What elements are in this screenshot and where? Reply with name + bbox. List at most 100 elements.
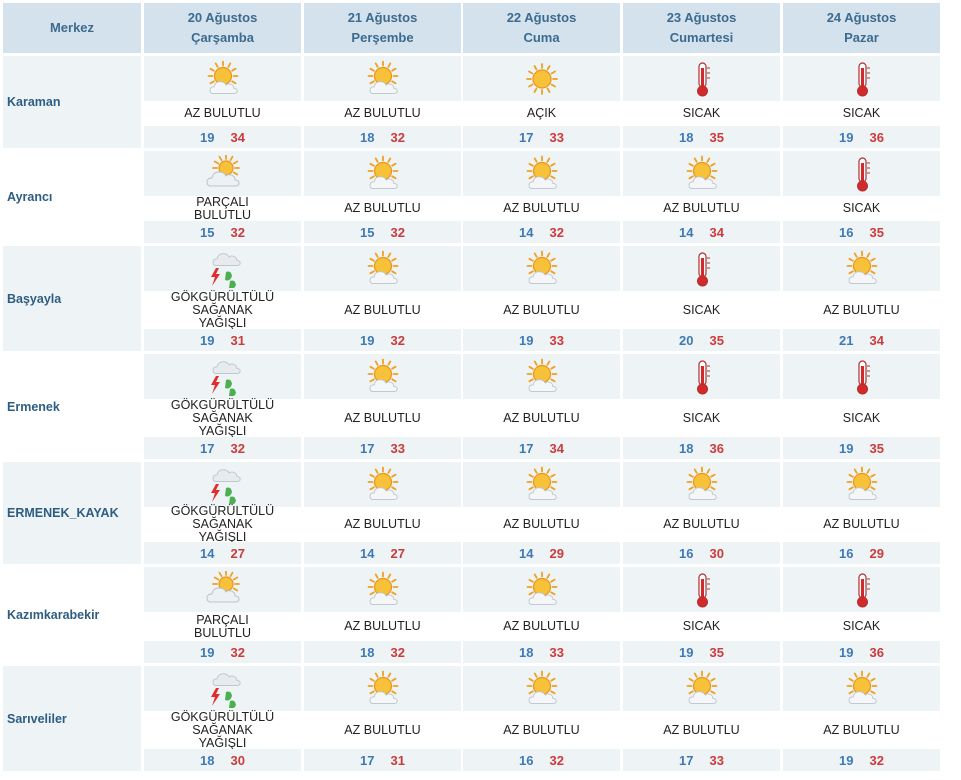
condition-label: AZ BULUTLU [304,711,461,749]
condition-text: AZ BULUTLU [823,722,900,737]
temperature-band: 20 35 [623,329,780,351]
partly-cloudy-sun-icon [846,250,877,284]
partly-cloudy-sun-icon [367,60,398,94]
forecast-cell: SICAK 18 36 [623,354,780,459]
center-column-header: Merkez [3,3,141,53]
partly-cloudy-sun-icon [526,155,557,189]
condition-label: AZ BULUTLU [463,711,620,749]
city-name[interactable]: Ayrancı [3,151,141,243]
temperature-band: 17 33 [623,749,780,771]
min-temperature: 16 [519,752,534,768]
condition-label: AZ BULUTLU [304,196,461,221]
icon-band [783,56,940,101]
temperature-band: 18 30 [144,749,301,771]
forecast-cell: AZ BULUTLU 17 33 [304,354,461,459]
condition-label: AZ BULUTLU [304,612,461,641]
condition-label: AZ BULUTLU [463,612,620,641]
city-name[interactable]: Sarıveliler [3,666,141,771]
forecast-cell: AZ BULUTLU 14 34 [623,151,780,243]
forecast-cell: SICAK 19 36 [783,567,940,663]
forecast-cell: AZ BULUTLU 19 34 [144,56,301,148]
forecast-cell: SICAK 18 35 [623,56,780,148]
day-date: 21 Ağustos [347,10,418,25]
temperature-band: 17 34 [463,437,620,459]
condition-text: AZ BULUTLU [503,410,580,425]
max-temperature: 35 [709,644,724,660]
condition-text: GÖKGÜRÜLTÜLÜ SAĞANAK YAĞIŞLI [170,709,275,750]
icon-band [144,462,301,507]
icon-band [783,666,940,711]
condition-text: AZ BULUTLU [344,302,421,317]
condition-label: AZ BULUTLU [304,291,461,329]
temperature-band: 19 36 [783,641,940,663]
forecast-cell: AZ BULUTLU 19 32 [304,246,461,351]
max-temperature: 33 [390,440,405,456]
forecast-cell: SICAK 20 35 [623,246,780,351]
partly-cloudy-sun-icon [367,358,398,392]
temperature-band: 19 31 [144,329,301,351]
partly-cloudy-sun-icon [367,670,398,704]
day-weekday: Perşembe [351,30,414,45]
temperature-band: 16 30 [623,542,780,564]
forecast-cell: SICAK 19 35 [623,567,780,663]
max-temperature: 32 [869,752,884,768]
max-temperature: 32 [390,129,405,145]
thermometer-icon [856,156,870,191]
partly-cloudy-sun-icon [526,358,557,392]
temperature-band: 18 36 [623,437,780,459]
condition-label: AZ BULUTLU [304,101,461,126]
max-temperature: 30 [709,545,724,561]
condition-text: GÖKGÜRÜLTÜLÜ SAĞANAK YAĞIŞLI [170,397,275,438]
max-temperature: 35 [869,224,884,240]
condition-label: SICAK [623,291,780,329]
icon-band [623,246,780,291]
icon-band [623,567,780,612]
thermometer-icon [856,572,870,607]
temperature-band: 18 33 [463,641,620,663]
city-name[interactable]: Başyayla [3,246,141,351]
thunderstorm-icon [210,672,241,708]
condition-label: AZ BULUTLU [783,711,940,749]
max-temperature: 33 [549,644,564,660]
day-weekday: Çarşamba [191,30,254,45]
condition-label: AZ BULUTLU [783,291,940,329]
max-temperature: 36 [869,129,884,145]
day-weekday: Cuma [523,30,560,45]
condition-text: AZ BULUTLU [344,619,421,633]
city-name[interactable]: Kazımkarabekir [3,567,141,663]
max-temperature: 33 [549,332,564,348]
condition-text: SICAK [842,201,881,215]
condition-label: AZ BULUTLU [304,507,461,542]
condition-label: SICAK [783,101,940,126]
city-name[interactable]: Karaman [3,56,141,148]
thunderstorm-icon [210,468,241,504]
forecast-cell: GÖKGÜRÜLTÜLÜ SAĞANAK YAĞIŞLI 18 30 [144,666,301,771]
partly-cloudy-sun-icon [526,571,557,605]
forecast-cell: PARÇALI BULUTLU 19 32 [144,567,301,663]
city-name[interactable]: ERMENEK_KAYAK [3,462,141,564]
partly-cloudy-sun-icon [686,466,717,500]
condition-label: SICAK [623,101,780,126]
min-temperature: 15 [200,224,215,240]
city-name[interactable]: Ermenek [3,354,141,459]
condition-text: AZ BULUTLU [663,201,740,215]
condition-text: PARÇALI BULUTLU [194,194,251,222]
forecast-cell: AZ BULUTLU 18 32 [304,56,461,148]
condition-label: AZ BULUTLU [463,196,620,221]
condition-label: AZ BULUTLU [623,507,780,542]
condition-label: SICAK [623,612,780,641]
min-temperature: 19 [679,644,694,660]
condition-label: GÖKGÜRÜLTÜLÜ SAĞANAK YAĞIŞLI [144,709,301,750]
condition-text: SICAK [842,106,881,120]
forecast-cell: AZ BULUTLU 17 34 [463,354,620,459]
day-header-4: 23 Ağustos Cumartesi [623,3,780,53]
min-temperature: 19 [200,129,215,145]
min-temperature: 19 [519,332,534,348]
forecast-cell: AZ BULUTLU 14 29 [463,462,620,564]
condition-text: AZ BULUTLU [344,201,421,215]
icon-band [783,246,940,291]
min-temperature: 17 [519,440,534,456]
partly-cloudy-sun-icon [686,670,717,704]
max-temperature: 34 [230,129,245,145]
condition-text: AZ BULUTLU [663,722,740,737]
